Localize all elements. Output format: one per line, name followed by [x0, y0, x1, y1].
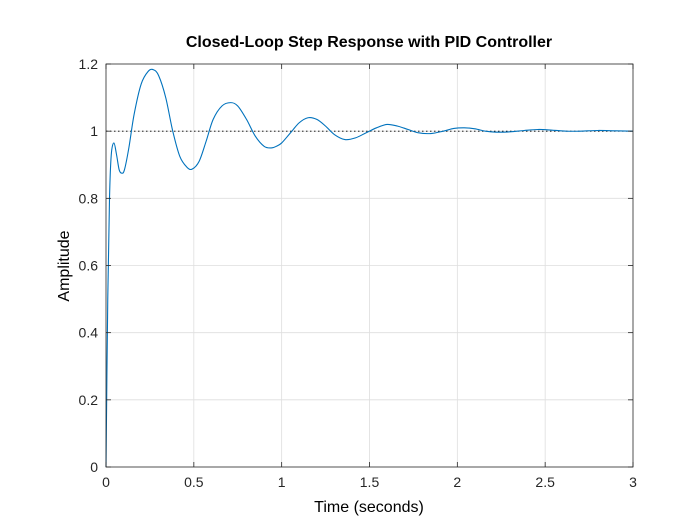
y-axis-label: Amplitude: [56, 230, 73, 301]
x-tick-label: 3: [629, 474, 637, 490]
chart-title: Closed-Loop Step Response with PID Contr…: [186, 34, 552, 51]
y-tick-label: 0: [90, 459, 98, 475]
step-response-line: [105, 68, 634, 468]
x-tick-label: 0.5: [184, 474, 204, 490]
x-tick-label: 2.5: [535, 474, 555, 490]
series-layer: [105, 68, 634, 468]
x-tick-label: 1: [278, 474, 286, 490]
y-tick-label: 1: [90, 123, 98, 139]
x-tick-label: 1.5: [360, 474, 380, 490]
y-tick-label: 0.6: [79, 258, 99, 274]
x-tick-label: 2: [453, 474, 461, 490]
y-tick-label: 0.8: [79, 190, 99, 206]
x-tick-labels: 0 0.5 1 1.5 2 2.5 3: [102, 474, 637, 490]
y-tick-label: 1.2: [79, 56, 99, 72]
y-tick-label: 0.4: [79, 325, 99, 341]
x-axis-label: Time (seconds): [314, 499, 424, 516]
tick-marks: [105, 63, 634, 468]
grid-lines: [106, 64, 633, 467]
y-tick-label: 0.2: [79, 392, 99, 408]
y-tick-labels: 0 0.2 0.4 0.6 0.8 1 1.2: [79, 56, 99, 475]
x-tick-label: 0: [102, 474, 110, 490]
